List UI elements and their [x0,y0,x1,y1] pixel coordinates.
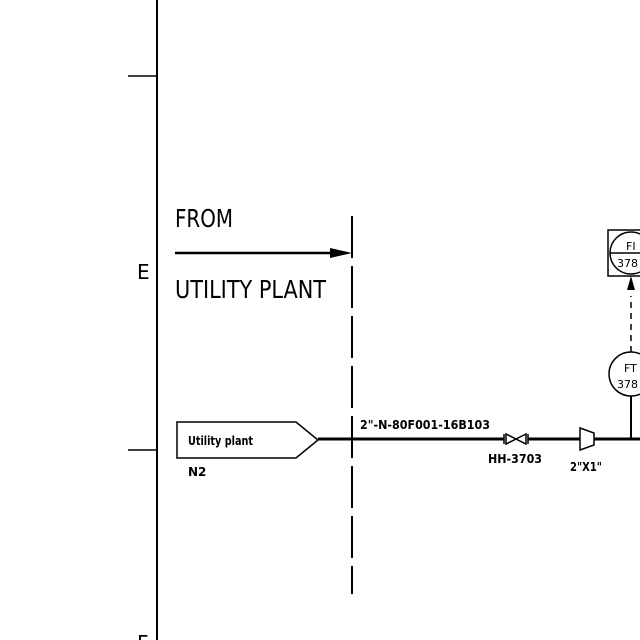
fi-function-label: FI [626,240,636,253]
valve-body-left [505,432,518,446]
zone-letter-e: E [137,260,150,284]
off-page-connector-label: Utility plant [188,434,253,448]
signal-arrow [627,276,635,290]
flow-indicator-box [607,229,640,277]
valve-tag-label: HH-3703 [488,452,542,466]
off-page-connector [176,421,320,459]
ft-number-label: 378 [617,378,638,391]
reducer-size-label: 2"X1" [570,460,602,474]
fi-number-label: 378 [617,257,638,270]
reducer-symbol [579,426,595,452]
zone-letter-f: F [137,631,149,640]
from-label: FROM [175,204,233,233]
valve-body-right [514,432,527,446]
ft-function-label: FT [624,362,637,375]
line-number-label: 2"-N-80F001-16B103 [360,418,490,432]
service-label: N2 [188,465,206,479]
utility-plant-label: UTILITY PLANT [175,275,327,304]
flow-arrow-head [330,248,352,258]
